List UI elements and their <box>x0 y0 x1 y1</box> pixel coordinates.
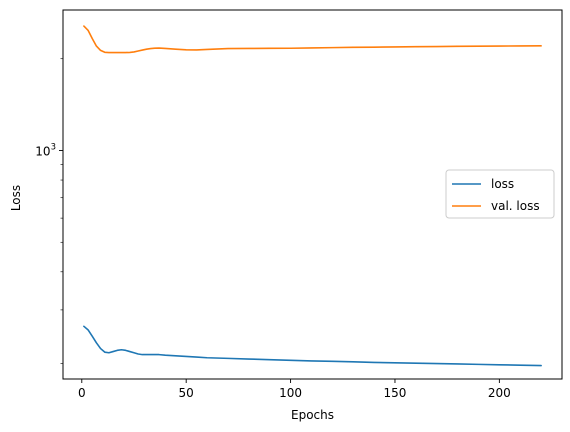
x-axis-label: Epochs <box>291 408 334 422</box>
plot-lines <box>83 25 542 367</box>
axes-frame <box>62 9 563 380</box>
x-tick-label: 100 <box>279 386 302 400</box>
y-axis-label: Loss <box>9 185 23 211</box>
x-axis-ticks: 0 50 100 150 200 <box>78 379 511 400</box>
x-tick-label: 200 <box>488 386 511 400</box>
x-tick-label: 50 <box>179 386 194 400</box>
x-tick-label: 150 <box>384 386 407 400</box>
legend-label-loss: loss <box>491 177 514 191</box>
y-tick-label: 103 <box>35 142 56 158</box>
legend: loss val. loss <box>445 169 555 219</box>
legend-label-val-loss: val. loss <box>491 199 540 213</box>
series-line-loss <box>83 325 542 367</box>
x-tick-label: 0 <box>78 386 86 400</box>
series-line-val-loss <box>83 25 542 54</box>
